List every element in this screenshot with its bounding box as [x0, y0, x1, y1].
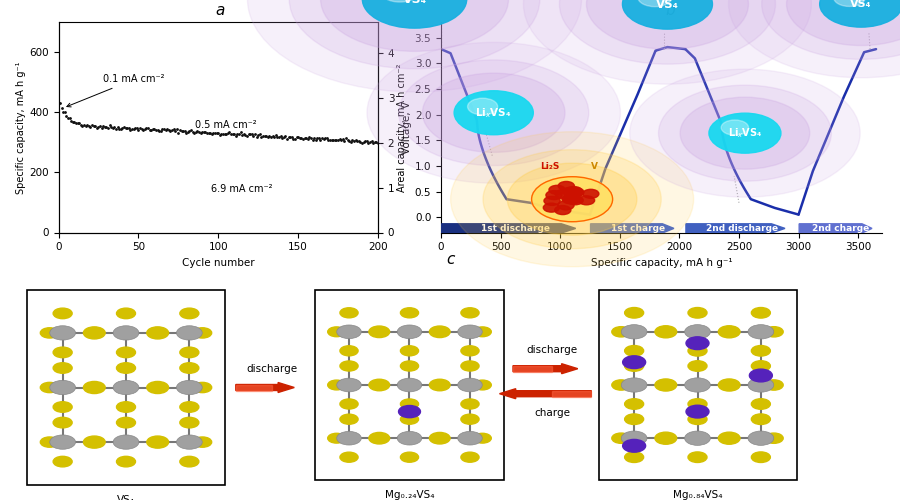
FancyArrow shape: [686, 224, 785, 233]
Text: a: a: [216, 3, 225, 18]
Text: b: b: [666, 3, 675, 18]
FancyArrow shape: [799, 224, 872, 233]
Text: Li$_x$VS₄: Li$_x$VS₄: [475, 106, 512, 120]
Text: discharge: discharge: [526, 344, 578, 354]
Text: VS₄: VS₄: [402, 0, 427, 6]
Text: VS₄: VS₄: [850, 0, 872, 9]
Text: Mg₀.₈₄VS₄: Mg₀.₈₄VS₄: [673, 490, 722, 500]
Text: Li₂S: Li₂S: [540, 162, 559, 171]
X-axis label: Specific capacity, mA h g⁻¹: Specific capacity, mA h g⁻¹: [590, 258, 733, 268]
Text: c: c: [446, 252, 454, 266]
Text: 1st charge: 1st charge: [610, 224, 665, 233]
Text: 1st discharge: 1st discharge: [481, 224, 550, 233]
Text: VS₄: VS₄: [656, 0, 679, 10]
Y-axis label: Voltage, V: Voltage, V: [402, 101, 412, 154]
Text: Li$_x$VS₄: Li$_x$VS₄: [728, 126, 762, 140]
Text: 6.9 mA cm⁻²: 6.9 mA cm⁻²: [212, 184, 273, 194]
FancyArrow shape: [590, 224, 674, 233]
Text: Mg₀.₂₄VS₄: Mg₀.₂₄VS₄: [384, 490, 434, 500]
Text: 2nd charge: 2nd charge: [812, 224, 868, 233]
X-axis label: Cycle number: Cycle number: [182, 258, 255, 268]
Text: discharge: discharge: [247, 364, 297, 374]
Text: VS₄: VS₄: [117, 495, 135, 500]
FancyArrow shape: [442, 224, 576, 233]
Y-axis label: Areal capacity, mA h cm⁻²: Areal capacity, mA h cm⁻²: [397, 64, 407, 192]
Y-axis label: Specific capacity, mA h g⁻¹: Specific capacity, mA h g⁻¹: [16, 61, 26, 194]
Text: 0.5 mA cm⁻²: 0.5 mA cm⁻²: [195, 120, 257, 130]
Text: V: V: [591, 162, 599, 171]
Text: 0.1 mA cm⁻²: 0.1 mA cm⁻²: [67, 74, 165, 107]
Text: charge: charge: [535, 408, 571, 418]
Text: 2nd discharge: 2nd discharge: [706, 224, 778, 233]
